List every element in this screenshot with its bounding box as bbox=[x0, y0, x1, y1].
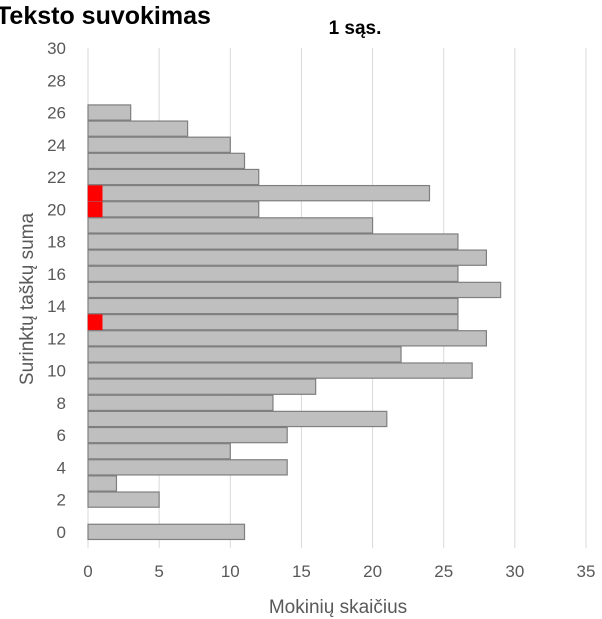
bar bbox=[87, 233, 459, 250]
highlight-bars bbox=[87, 185, 103, 331]
x-axis-title: Mokinių skaičius bbox=[269, 597, 407, 618]
y-tick-label: 2 bbox=[57, 491, 66, 510]
bar bbox=[87, 313, 459, 331]
bar bbox=[87, 410, 388, 428]
bar bbox=[87, 168, 260, 186]
chart-title: Teksto suvokimas bbox=[0, 2, 211, 30]
y-axis-title: Surinktų taškų suma bbox=[17, 213, 38, 386]
y-tick-label: 10 bbox=[47, 362, 66, 381]
bars bbox=[87, 104, 502, 541]
bar bbox=[87, 217, 374, 234]
bar bbox=[87, 184, 431, 202]
bar bbox=[87, 346, 402, 363]
bar bbox=[87, 523, 246, 541]
bar bbox=[87, 297, 459, 315]
bar bbox=[87, 362, 473, 379]
x-tick-label: 5 bbox=[154, 562, 163, 581]
bar bbox=[87, 459, 288, 476]
bar bbox=[87, 394, 274, 412]
bar bbox=[87, 378, 317, 395]
x-tick-label: 20 bbox=[363, 562, 382, 581]
bar bbox=[87, 491, 160, 508]
y-tick-label: 22 bbox=[47, 168, 66, 187]
y-tick-label: 20 bbox=[47, 200, 66, 219]
x-tick-label: 25 bbox=[434, 562, 453, 581]
y-tick-label: 12 bbox=[47, 329, 66, 348]
bar bbox=[87, 120, 189, 137]
bar bbox=[87, 249, 487, 266]
bar bbox=[87, 281, 502, 299]
x-tick-label: 15 bbox=[292, 562, 311, 581]
bar bbox=[87, 152, 246, 170]
bar bbox=[87, 330, 487, 347]
y-tick-label: 16 bbox=[47, 265, 66, 284]
bar bbox=[87, 475, 118, 492]
x-tick-label: 35 bbox=[577, 562, 596, 581]
y-tick-label: 8 bbox=[57, 394, 66, 413]
bar bbox=[87, 443, 231, 460]
x-tick-labels: 0 5 10 15 20 25 30 35 bbox=[83, 562, 595, 581]
y-tick-label: 26 bbox=[47, 104, 66, 123]
y-tick-label: 14 bbox=[47, 297, 66, 316]
highlight-bar bbox=[87, 185, 103, 202]
bar bbox=[87, 265, 459, 283]
y-tick-label: 0 bbox=[57, 523, 66, 542]
bar bbox=[87, 201, 260, 218]
x-tick-label: 0 bbox=[83, 562, 92, 581]
bar bbox=[87, 104, 132, 121]
y-tick-label: 30 bbox=[47, 39, 66, 58]
bar bbox=[87, 136, 231, 153]
y-tick-label: 18 bbox=[47, 233, 66, 252]
highlight-bar bbox=[87, 201, 103, 218]
y-tick-label: 6 bbox=[57, 426, 66, 445]
y-tick-label: 28 bbox=[47, 71, 66, 90]
bar bbox=[87, 426, 288, 444]
highlight-bar bbox=[87, 314, 103, 331]
x-tick-label: 10 bbox=[221, 562, 240, 581]
y-tick-label: 4 bbox=[57, 458, 66, 477]
x-tick-label: 30 bbox=[505, 562, 524, 581]
chart-subtitle: 1 sąs. bbox=[329, 18, 382, 39]
y-tick-label: 24 bbox=[47, 136, 66, 155]
